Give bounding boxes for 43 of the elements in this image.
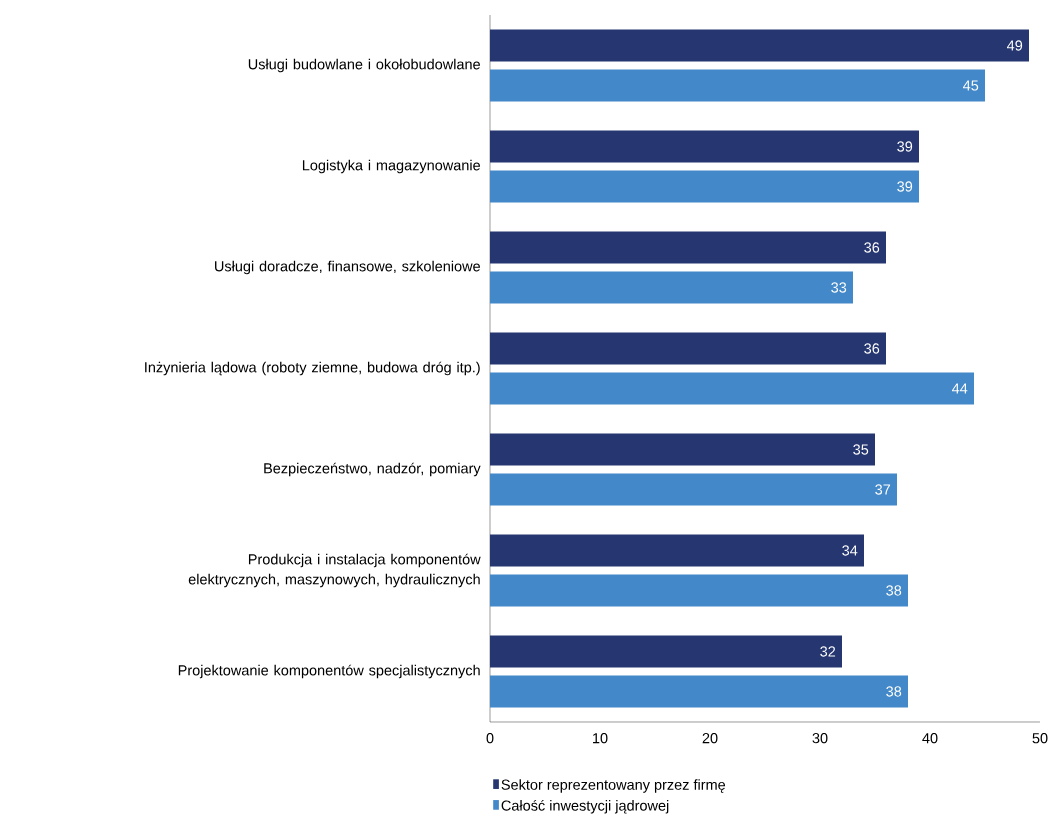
data-label: 39 (897, 141, 913, 152)
y-tick-label: Usługi doradcze, finansowe, szkoleniowe (215, 260, 480, 275)
x-tick-label: 10 (593, 733, 608, 744)
data-label: 45 (963, 80, 979, 91)
legend-label: Sektor reprezentowany przez firmę (501, 779, 726, 793)
bar (490, 29, 1029, 62)
y-tick-label: Usługi budowlane i okołobudowlane (248, 58, 480, 73)
data-label: 38 (886, 686, 902, 697)
y-tick-label: Logistyka i magazynowanie (302, 159, 481, 174)
bar (490, 372, 974, 405)
bar (490, 433, 875, 466)
x-tick-label: 40 (922, 733, 938, 744)
bar (490, 69, 985, 102)
x-tick-label: 0 (486, 733, 494, 744)
bar (490, 473, 897, 506)
legend-label: Całość inwestycji jądrowej (501, 799, 669, 814)
bar (490, 534, 864, 567)
y-tick-label: Produkcja i instalacja komponentów elektrycznych, maszynowych, hydraulicznych (188, 553, 481, 588)
data-label: 33 (831, 282, 847, 293)
data-label: 32 (820, 646, 836, 657)
x-tick-label: 20 (702, 733, 718, 744)
bar (490, 635, 842, 668)
data-label: 38 (886, 585, 902, 596)
y-tick-label: Inżynieria lądowa (roboty ziemne, budowa dróg itp.) (145, 361, 480, 376)
data-label: 36 (864, 242, 880, 253)
y-tick-label: Bezpieczeństwo, nadzór, pomiary (264, 462, 481, 477)
x-tick-label: 50 (1032, 733, 1048, 744)
bar (490, 170, 919, 203)
data-label: 49 (1007, 40, 1023, 51)
y-tick-label: Projektowanie komponentów specjalistycznych (178, 664, 480, 679)
bar (490, 271, 853, 304)
data-label: 36 (864, 343, 880, 354)
data-label: 39 (897, 181, 913, 192)
bar (490, 332, 886, 365)
bar (490, 231, 886, 264)
bar (490, 574, 908, 607)
bar (490, 675, 908, 708)
x-tick-label: 30 (812, 733, 828, 744)
data-label: 37 (875, 484, 891, 495)
data-label: 34 (842, 545, 858, 556)
data-label: 35 (853, 444, 869, 455)
bar (490, 130, 919, 163)
data-label: 44 (952, 383, 968, 394)
